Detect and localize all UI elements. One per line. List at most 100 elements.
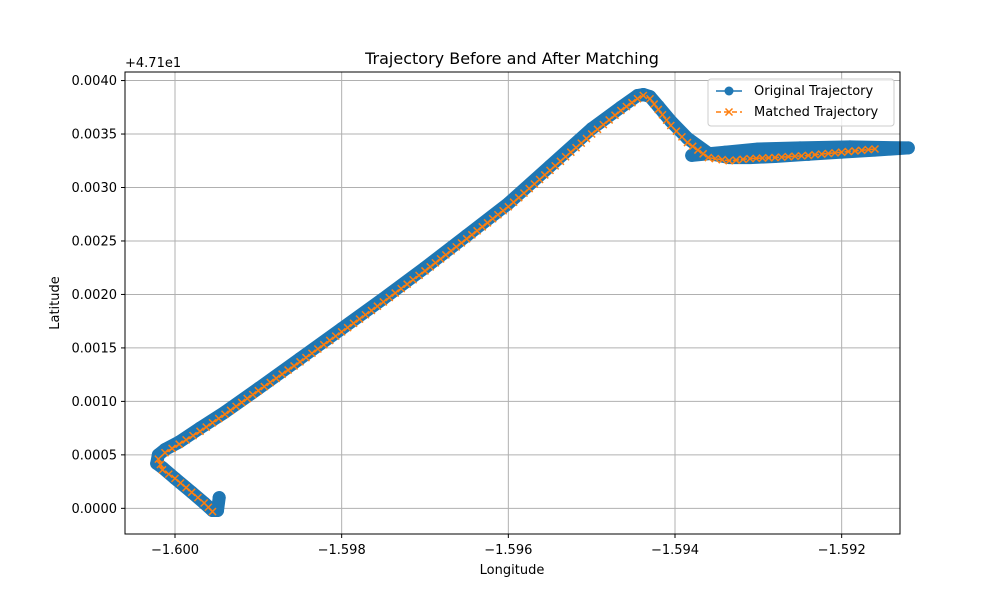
data-point-matched (379, 297, 388, 306)
data-point-matched (226, 406, 235, 415)
data-point-matched (493, 210, 502, 219)
data-point-matched (202, 423, 211, 432)
y-tick-label: 0.0035 (72, 128, 118, 143)
data-point-matched (447, 246, 456, 255)
data-point-matched (452, 242, 461, 251)
data-point-original (158, 443, 172, 457)
data-point-matched (431, 258, 440, 267)
legend-marker-matched (724, 107, 734, 117)
data-point-matched (164, 470, 173, 479)
data-point-matched (462, 234, 471, 243)
data-point-matched (441, 250, 450, 259)
legend-box (707, 78, 895, 127)
data-point-matched (361, 310, 370, 319)
data-point-matched (232, 402, 241, 411)
y-offset-label: +4.71e1 (125, 56, 181, 71)
data-point-matched (593, 125, 602, 134)
data-point-matched (633, 94, 642, 103)
y-tick-label: 0.0030 (72, 181, 118, 196)
data-point-matched (718, 155, 727, 164)
data-point-matched (284, 366, 293, 375)
y-tick-label: 0.0000 (72, 502, 118, 517)
tick-layer: −1.600 −1.598 −1.596 −1.594 −1.592 0.0000 0.00… (72, 74, 866, 558)
data-point-matched (739, 155, 748, 164)
data-point-original (751, 142, 765, 156)
data-point-matched (168, 444, 177, 453)
data-point-original (793, 141, 807, 155)
data-point-matched (857, 146, 866, 155)
data-point-matched (770, 153, 780, 162)
data-point-matched (758, 154, 767, 163)
data-point-matched (237, 398, 246, 407)
y-axis-label: Latitude (48, 276, 63, 330)
data-point-matched (426, 262, 435, 271)
data-point-matched (599, 120, 608, 129)
data-point-matched (457, 238, 466, 247)
data-point-matched (752, 154, 761, 163)
data-point-matched (764, 153, 773, 162)
data-point-original (664, 114, 678, 128)
data-point-matched (704, 153, 713, 162)
data-point-matched (605, 115, 614, 124)
data-point-matched (837, 148, 846, 157)
data-point-matched (797, 151, 806, 160)
data-point-matched (415, 271, 424, 280)
data-point-matched (189, 431, 198, 440)
data-point-matched (355, 315, 364, 324)
data-point-matched (732, 156, 741, 165)
data-point-matched (645, 94, 655, 103)
data-point-matched (248, 390, 257, 399)
data-point-matched (170, 474, 180, 483)
grid-layer (125, 72, 900, 534)
data-point-matched (844, 147, 853, 156)
data-point-matched (385, 293, 394, 302)
data-point-matched (260, 382, 269, 391)
data-point-matched (616, 106, 625, 115)
data-point-matched (367, 306, 376, 315)
data-point-matched (154, 455, 163, 464)
data-point-matched (850, 146, 860, 155)
data-point-matched (864, 145, 873, 154)
data-point-matched (784, 152, 793, 161)
data-point-matched (420, 266, 430, 275)
data-point-original (718, 145, 732, 159)
data-point-matched (658, 110, 667, 119)
data-point-matched (195, 427, 205, 436)
data-point-matched (622, 102, 631, 111)
data-point-matched (817, 150, 826, 159)
data-point-matched (301, 353, 310, 362)
legend-label-matched: Matched Trajectory (754, 105, 879, 120)
data-point-matched (467, 230, 476, 239)
data-point-matched (436, 254, 445, 263)
data-point-matched (650, 100, 659, 109)
y-tick-label: 0.0040 (72, 74, 118, 89)
data-point-matched (473, 226, 482, 235)
data-point-matched (349, 319, 358, 328)
data-point-matched (391, 289, 400, 298)
data-point-matched (488, 214, 497, 223)
data-point-matched (745, 154, 755, 163)
data-point-matched (325, 336, 334, 345)
data-point-matched (777, 153, 786, 162)
data-point-matched (627, 98, 636, 107)
data-point-matched (175, 440, 184, 449)
data-point-matched (160, 448, 170, 457)
y-tick-label: 0.0010 (72, 395, 118, 410)
legend: Original Trajectory Matched Trajectory (707, 78, 895, 127)
data-point-matched (182, 435, 191, 444)
data-point-matched (403, 280, 412, 289)
y-tick-label: 0.0015 (72, 341, 118, 356)
data-point-matched (699, 149, 708, 158)
data-point-matched (319, 340, 328, 349)
data-point-matched (693, 146, 702, 155)
data-point-matched (278, 370, 287, 379)
data-point-matched (824, 149, 833, 158)
data-point-matched (307, 349, 316, 358)
legend-label-original: Original Trajectory (754, 84, 873, 99)
data-point-original (901, 141, 915, 155)
data-point-matched (711, 154, 720, 163)
data-point-matched (295, 357, 305, 366)
data-point-matched (208, 418, 217, 427)
